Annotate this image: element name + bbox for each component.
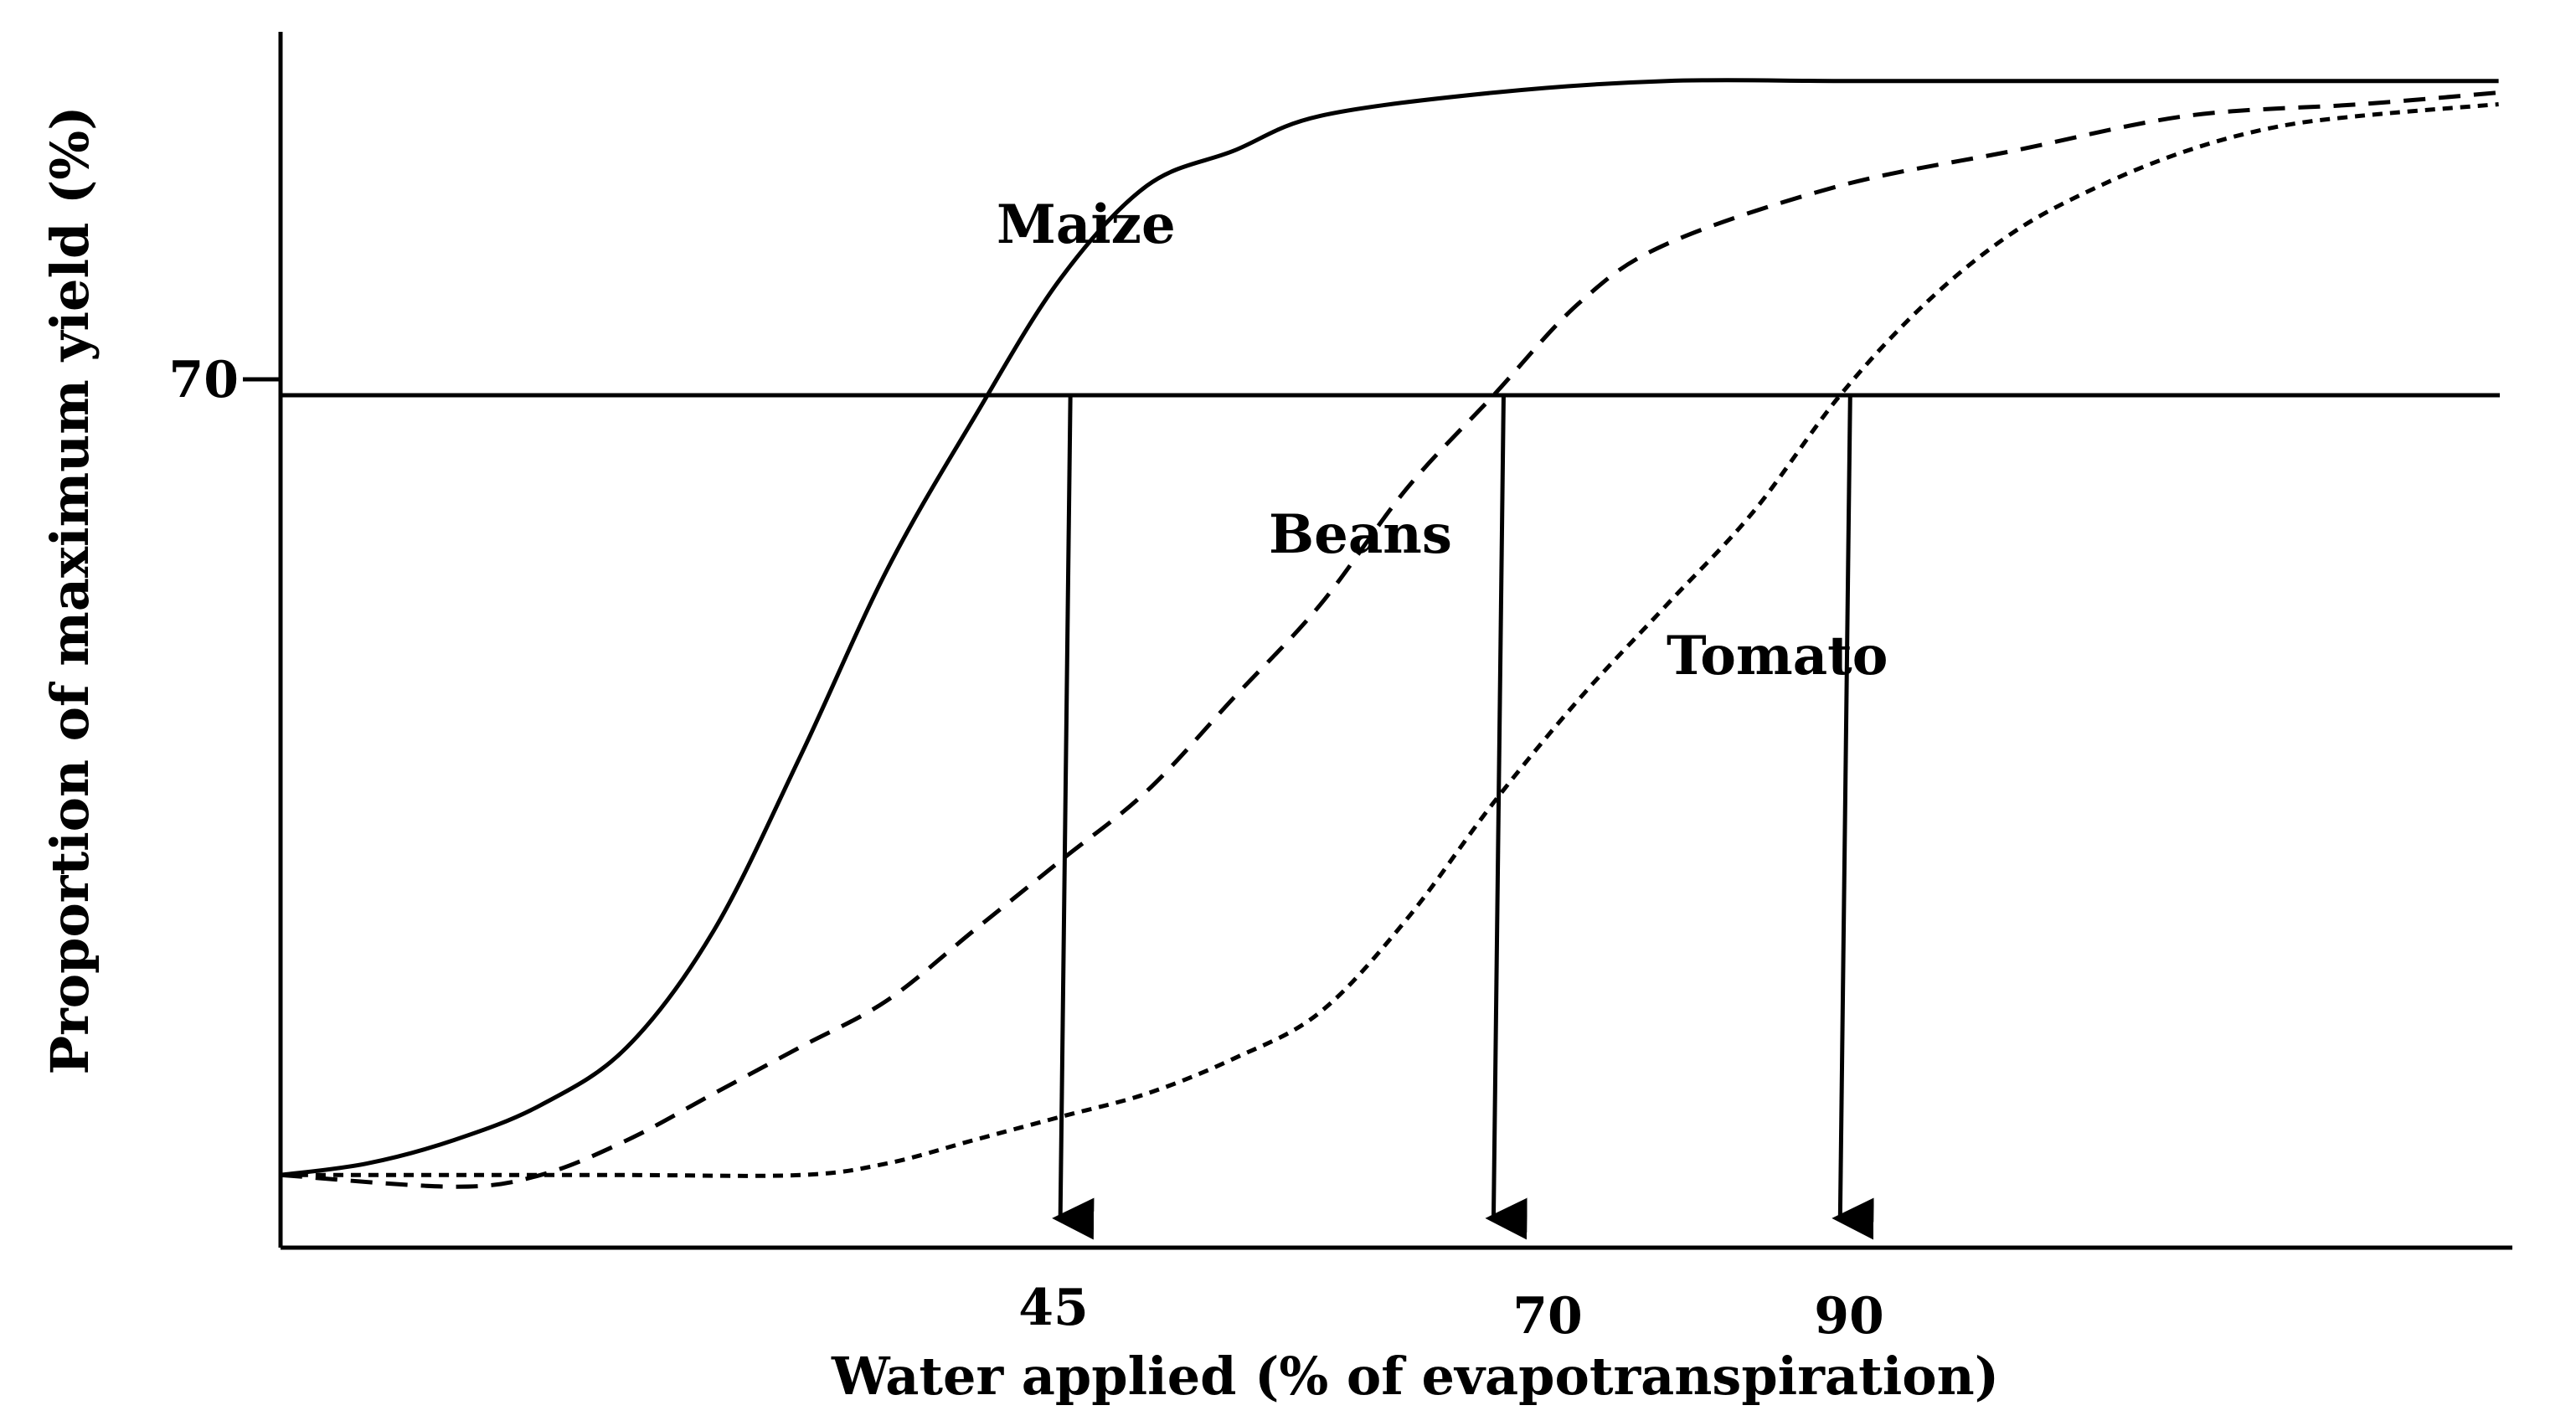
series-line-tomato <box>280 102 2499 1178</box>
y-tick-label-70: 70 <box>169 351 240 409</box>
drop-arrow-maize <box>1052 394 1095 1240</box>
series-label-tomato: Tomato <box>1667 625 1888 687</box>
x-tick-label-45: 45 <box>1018 1279 1089 1337</box>
series-line-beans <box>280 90 2499 1189</box>
series-line-maize <box>280 78 2499 1177</box>
drop-arrow-beans <box>1485 394 1528 1240</box>
x-tick-label-90: 90 <box>1814 1287 1884 1346</box>
x-axis-title: Water applied (% of evapotranspiration) <box>831 1346 1999 1407</box>
series-label-beans: Beans <box>1269 503 1452 566</box>
y-axis-title: Proportion of maximum yield (%) <box>39 106 100 1074</box>
x-tick-label-70: 70 <box>1512 1287 1583 1346</box>
series-label-maize: Maize <box>997 193 1176 256</box>
drop-arrow-tomato <box>1832 394 1874 1240</box>
